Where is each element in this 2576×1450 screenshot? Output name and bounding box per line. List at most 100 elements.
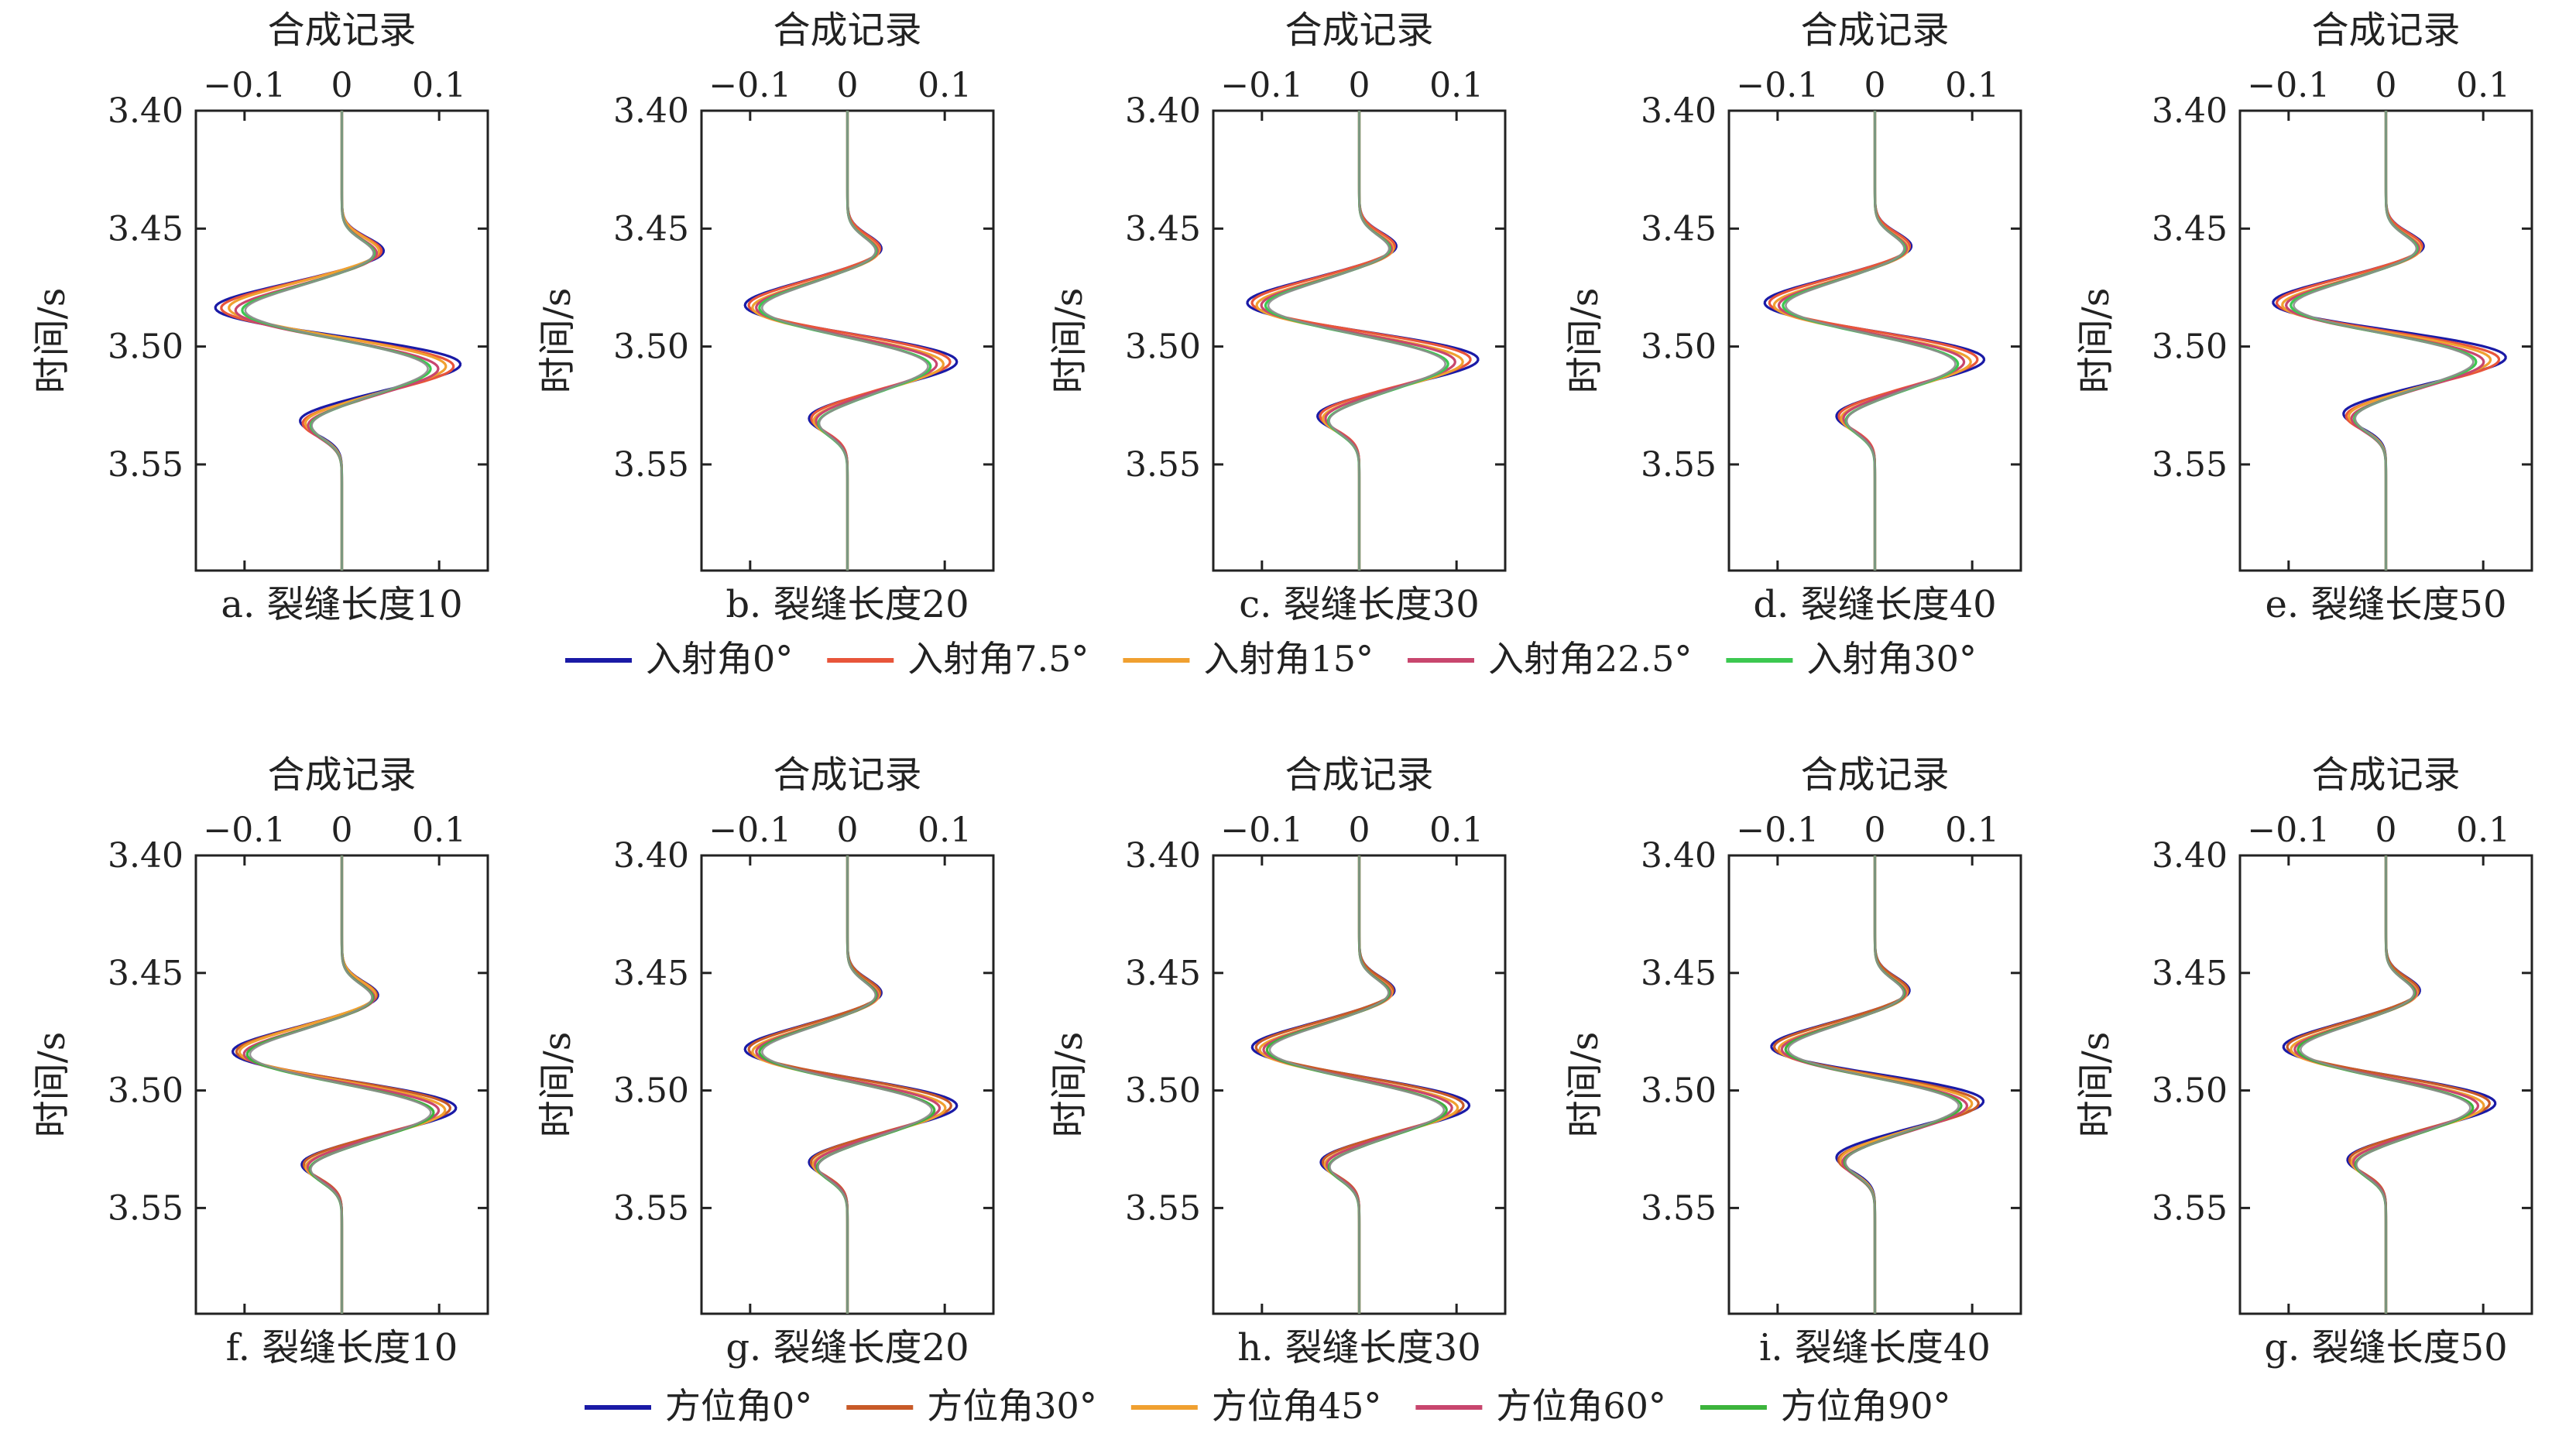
x-tick-label: −0.1: [708, 811, 791, 850]
x-tick-label: 0: [1349, 811, 1370, 850]
y-tick-label: 3.40: [108, 836, 184, 876]
legend-label: 入射角15°: [1203, 638, 1374, 680]
y-tick-label: 3.55: [1125, 1188, 1201, 1228]
trace-series-4: [241, 111, 432, 571]
trace-reference: [1785, 111, 1957, 571]
trace-series-1: [2275, 111, 2501, 571]
y-tick-label: 3.45: [2152, 209, 2228, 249]
trace-series-1: [747, 855, 953, 1314]
x-tick-label: −0.1: [203, 811, 286, 850]
panel-caption: f. 裂缝长度10: [226, 1326, 458, 1369]
trace-series-1: [2286, 855, 2491, 1314]
y-tick-label: 3.40: [1641, 91, 1717, 131]
panel-caption: a. 裂缝长度10: [221, 583, 462, 626]
panel-caption: g. 裂缝长度50: [2264, 1326, 2507, 1369]
x-tick-label: −0.1: [2247, 66, 2330, 105]
panel-caption: h. 裂缝长度30: [1237, 1326, 1481, 1369]
panel-r1-p0: 合成记录 −0.1 0 0.1 3.40 3.45 3.50 3.55 时间/s f. 裂缝长度1…: [30, 753, 489, 1369]
trace-series-1: [220, 111, 455, 571]
y-tick-label: 3.50: [1641, 1071, 1717, 1111]
trace-reference: [2293, 111, 2475, 571]
panel-r1-p2: 合成记录 −0.1 0 0.1 3.40 3.45 3.50 3.55 时间/s h. 裂缝长度3…: [1048, 753, 1507, 1369]
trace-reference: [1267, 111, 1447, 571]
y-tick-label: 3.55: [2152, 445, 2228, 485]
y-tick-label: 3.55: [613, 1188, 689, 1228]
y-tick-label: 3.45: [2152, 954, 2228, 993]
trace-series-2: [228, 111, 448, 571]
trace-series-2: [751, 855, 947, 1314]
legend-label: 方位角45°: [1212, 1385, 1382, 1427]
legend-label: 入射角30°: [1806, 638, 1977, 680]
x-tick-label: 0.1: [412, 66, 466, 105]
x-tick-label: 0: [2375, 66, 2397, 105]
x-axis-label: 合成记录: [2311, 9, 2460, 52]
trace-series-1: [747, 111, 952, 571]
trace-series-1: [1768, 111, 1979, 571]
trace-series-0: [1250, 855, 1471, 1314]
panel-caption: g. 裂缝长度20: [725, 1326, 969, 1369]
y-axis-label: 时间/s: [2074, 1032, 2118, 1138]
y-tick-label: 3.50: [1125, 327, 1201, 367]
y-axis-label: 时间/s: [536, 288, 579, 394]
x-tick-label: 0: [1864, 811, 1886, 850]
panel-r0-p3: 合成记录 −0.1 0 0.1 3.40 3.45 3.50 3.55 时间/s d. 裂缝长度4…: [1563, 9, 2022, 626]
y-axis-label: 时间/s: [30, 288, 74, 394]
trace-series-2: [1772, 111, 1972, 571]
y-tick-label: 3.50: [108, 1071, 184, 1111]
x-tick-label: 0: [1349, 66, 1370, 105]
y-tick-label: 3.40: [1125, 91, 1201, 131]
x-tick-label: −0.1: [1736, 66, 1819, 105]
x-tick-label: −0.1: [1220, 811, 1303, 850]
x-tick-label: 0: [1864, 66, 1886, 105]
trace-reference: [1268, 855, 1446, 1314]
y-tick-label: 3.45: [1641, 954, 1717, 993]
panel-caption: d. 裂缝长度40: [1753, 583, 1996, 626]
x-tick-label: 0: [837, 66, 859, 105]
y-tick-label: 3.40: [108, 91, 184, 131]
x-tick-label: 0: [331, 811, 353, 850]
x-axis-label: 合成记录: [267, 9, 416, 52]
x-tick-label: 0: [2375, 811, 2397, 850]
y-tick-label: 3.45: [1125, 209, 1201, 249]
trace-series-1: [1772, 855, 1980, 1314]
y-tick-label: 3.45: [613, 954, 689, 993]
trace-reference: [761, 855, 933, 1314]
y-tick-label: 3.50: [108, 327, 184, 367]
trace-series-4: [1265, 855, 1448, 1314]
trace-reference: [1787, 855, 1960, 1314]
trace-series-0: [743, 855, 959, 1314]
x-tick-label: 0.1: [1429, 811, 1484, 850]
trace-series-2: [2290, 855, 2485, 1314]
y-axis-label: 时间/s: [30, 1032, 74, 1138]
y-axis-label: 时间/s: [1048, 288, 1091, 394]
y-tick-label: 3.40: [613, 91, 689, 131]
y-tick-label: 3.55: [2152, 1188, 2228, 1228]
panel-r1-p4: 合成记录 −0.1 0 0.1 3.40 3.45 3.50 3.55 时间/s g. 裂缝长度5…: [2074, 753, 2533, 1369]
y-axis-label: 时间/s: [536, 1032, 579, 1138]
y-axis-label: 时间/s: [2074, 288, 2118, 394]
trace-series-3: [234, 111, 440, 571]
panel-r1-p3: 合成记录 −0.1 0 0.1 3.40 3.45 3.50 3.55 时间/s i. 裂缝长度4…: [1563, 753, 2022, 1369]
x-axis-label: 合成记录: [1285, 753, 1433, 797]
legend-label: 入射角0°: [646, 638, 793, 680]
trace-reference: [249, 855, 432, 1314]
x-tick-label: −0.1: [708, 66, 791, 105]
y-tick-label: 3.50: [1125, 1071, 1201, 1111]
y-tick-label: 3.45: [1125, 954, 1201, 993]
y-axis-label: 时间/s: [1563, 1032, 1607, 1138]
x-axis-label: 合成记录: [267, 753, 416, 797]
y-tick-label: 3.45: [108, 209, 184, 249]
y-tick-label: 3.50: [613, 327, 689, 367]
x-tick-label: 0.1: [412, 811, 466, 850]
x-tick-label: −0.1: [1736, 811, 1819, 850]
trace-series-0: [1246, 111, 1480, 571]
panel-caption: e. 裂缝长度50: [2265, 583, 2506, 626]
x-tick-label: 0.1: [918, 811, 972, 850]
y-tick-label: 3.55: [1641, 1188, 1717, 1228]
x-axis-label: 合成记录: [2311, 753, 2460, 797]
x-tick-label: 0: [837, 811, 859, 850]
x-axis-label: 合成记录: [1285, 9, 1433, 52]
trace-series-4: [245, 855, 435, 1314]
panel-r0-p2: 合成记录 −0.1 0 0.1 3.40 3.45 3.50 3.55 时间/s c. 裂缝长度3…: [1048, 9, 1507, 626]
